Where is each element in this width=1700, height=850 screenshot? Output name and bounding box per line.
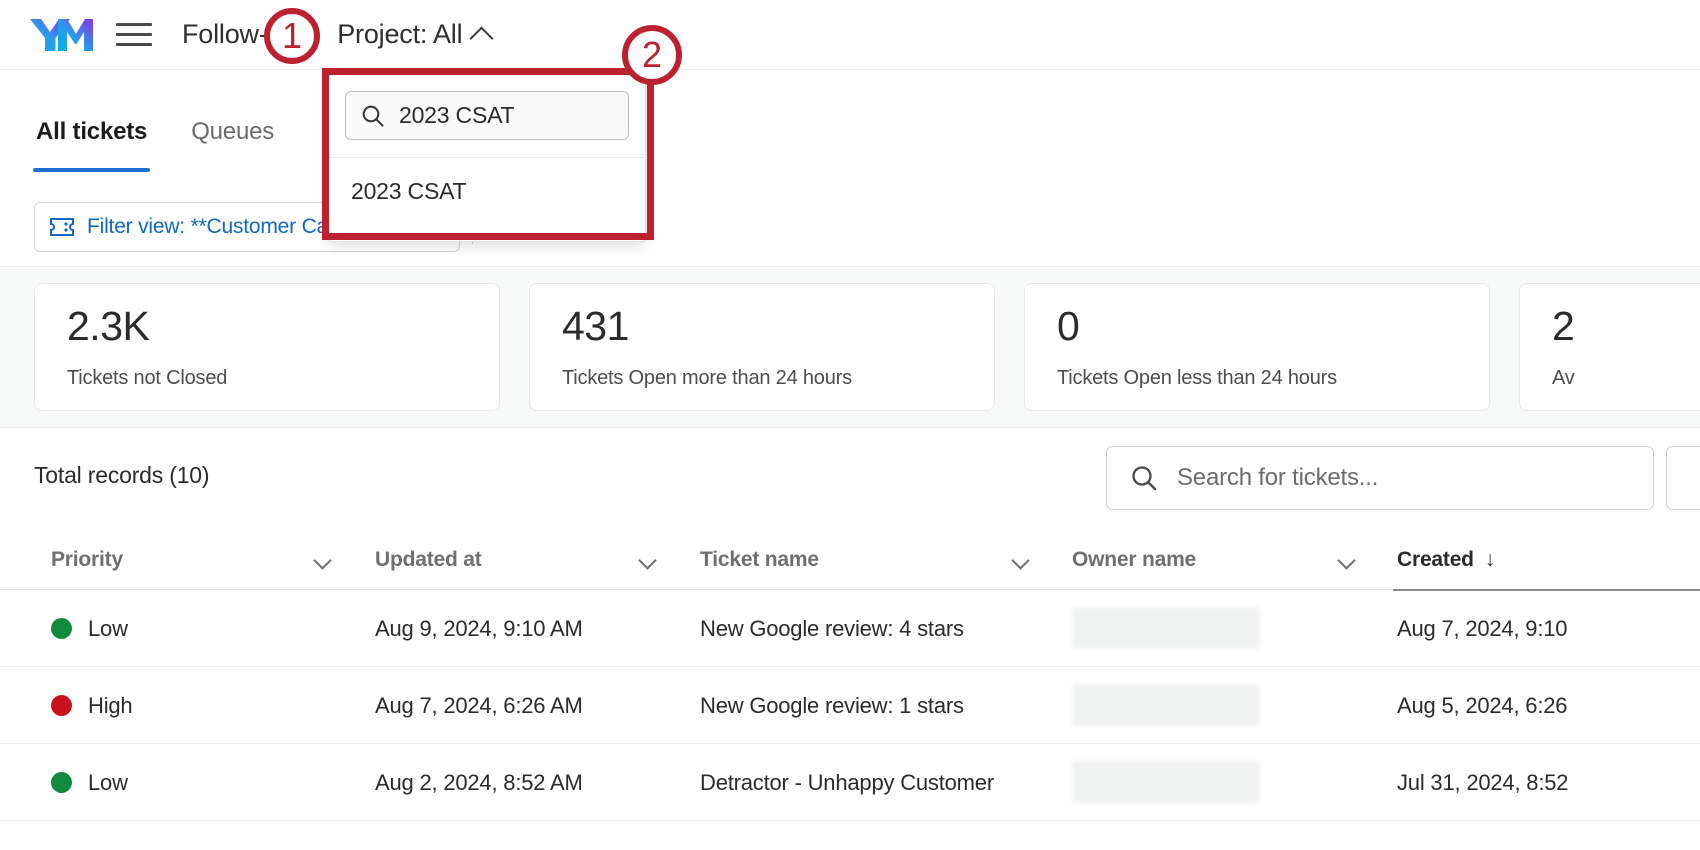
tab-queues[interactable]: Queues [191,118,275,145]
stat-label: Tickets Open less than 24 hours [1057,367,1337,389]
stat-value: 0 [1057,303,1080,349]
ticket-filter-icon [50,218,74,236]
cell-ticket-name[interactable]: New Google review: 1 stars [700,693,964,718]
total-records-label: Total records (10) [34,462,210,488]
stat-card: 431 Tickets Open more than 24 hours [529,283,995,411]
column-header-ticket-name[interactable]: Ticket name [700,548,819,571]
priority-dot [51,618,72,639]
column-menu-priority-icon[interactable] [313,551,332,570]
hamburger-line [116,43,152,46]
column-header-created[interactable]: Created ↓ [1397,548,1495,572]
cell-ticket-name[interactable]: New Google review: 4 stars [700,616,964,641]
search-icon [362,105,384,127]
cell-owner-name-redacted [1072,761,1260,803]
stats-strip: 2.3K Tickets not Closed 431 Tickets Open… [0,266,1700,428]
toolbar-action-button[interactable] [1666,446,1700,510]
project-options-list: 2023 CSAT [329,158,645,241]
cell-updated-at: Aug 7, 2024, 6:26 AM [375,693,583,718]
hamburger-menu-icon[interactable] [116,19,154,51]
stat-value: 2.3K [67,303,150,349]
top-navigation-bar: Follow-up Project: All [0,0,1700,70]
chevron-up-icon [469,25,494,51]
hamburger-line [116,23,152,26]
column-header-owner-name[interactable]: Owner name [1072,548,1197,571]
project-search-wrapper: 2023 CSAT [329,75,645,158]
search-tickets-input[interactable]: Search for tickets... [1106,446,1654,510]
sorted-column-indicator [1393,589,1700,591]
project-search-value: 2023 CSAT [399,102,515,128]
xm-logo-icon [30,18,93,51]
cell-priority: Low [88,770,128,795]
cell-owner-name-redacted [1072,684,1260,726]
column-menu-updated-at-icon[interactable] [638,551,657,570]
tab-bar: All tickets Queues [0,70,1700,188]
table-header-row: Priority Updated at Ticket name Owner na… [0,528,1700,590]
stat-label: Tickets Open more than 24 hours [562,367,852,389]
search-placeholder: Search for tickets... [1177,464,1379,491]
sort-descending-icon: ↓ [1484,548,1496,571]
stat-label: Tickets not Closed [67,367,228,389]
column-menu-owner-name-icon[interactable] [1337,551,1356,570]
column-header-priority[interactable]: Priority [51,548,123,571]
cell-updated-at: Aug 9, 2024, 9:10 AM [375,616,583,641]
project-picker-button[interactable]: Project: All [337,19,494,51]
cell-owner-name-redacted [1072,607,1260,649]
column-menu-ticket-name-icon[interactable] [1011,551,1030,570]
stat-label: Av [1552,367,1575,389]
priority-dot [51,772,72,793]
cell-ticket-name[interactable]: Detractor - Unhappy Customer [700,770,994,795]
project-option-2023-csat[interactable]: 2023 CSAT [351,178,467,204]
cell-updated-at: Aug 2, 2024, 8:52 AM [375,770,583,795]
filter-bar: Filter view: **Customer Care Reset filte… [0,186,1700,266]
stat-card: 0 Tickets Open less than 24 hours [1024,283,1490,411]
search-icon [1132,466,1157,491]
cell-created: Jul 31, 2024, 8:52 [1397,770,1569,795]
annotation-marker-1: 1 [264,8,320,64]
column-header-updated-at[interactable]: Updated at [375,548,482,571]
project-search-input[interactable]: 2023 CSAT [345,91,629,140]
project-dropdown-panel: 2023 CSAT 2023 CSAT [328,74,646,242]
column-header-created-label: Created [1397,548,1474,571]
project-picker-label: Project: All [337,19,463,49]
tickets-table: Priority Updated at Ticket name Owner na… [0,528,1700,821]
stat-card: 2.3K Tickets not Closed [34,283,500,411]
table-toolbar: Total records (10) Search for tickets... [0,428,1700,528]
cell-priority: Low [88,616,128,641]
cell-created: Aug 7, 2024, 9:10 [1397,616,1568,641]
stat-value: 431 [562,303,629,349]
priority-dot [51,695,72,716]
xm-logo[interactable] [28,15,94,55]
annotation-marker-2: 2 [622,25,682,85]
stat-card-partial: 2 Av [1519,283,1700,411]
table-row[interactable]: Low Aug 2, 2024, 8:52 AM Detractor - Unh… [0,744,1700,821]
table-row[interactable]: Low Aug 9, 2024, 9:10 AM New Google revi… [0,590,1700,667]
tab-all-tickets[interactable]: All tickets [32,118,151,172]
cell-created: Aug 5, 2024, 6:26 [1397,693,1568,718]
cell-priority: High [88,693,133,718]
stat-value: 2 [1552,303,1575,349]
filter-view-label: Filter view: **Customer Care [87,215,347,238]
table-row[interactable]: High Aug 7, 2024, 6:26 AM New Google rev… [0,667,1700,744]
hamburger-line [116,33,152,36]
